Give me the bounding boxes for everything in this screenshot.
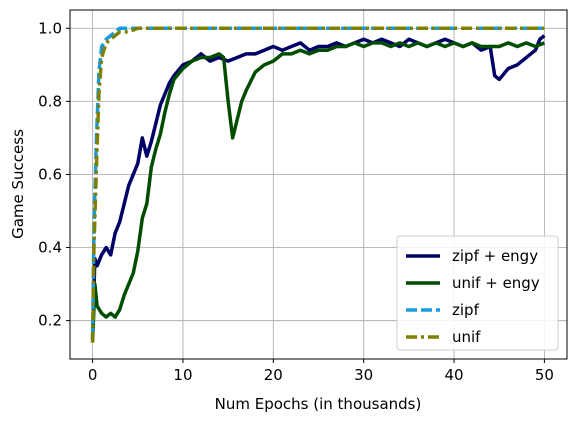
x-tick-label: 40 (444, 366, 463, 384)
plot-frame (69, 9, 568, 360)
legend-label-zipf-engy: zipf + engy (452, 247, 538, 265)
x-tick-label: 20 (264, 366, 283, 384)
x-tick-label: 50 (535, 366, 554, 384)
y-tick-label: 0.8 (38, 92, 62, 110)
legend-label-unif-engy: unif + engy (452, 274, 540, 292)
x-axis-label: Num Epochs (in thousands) (215, 395, 422, 413)
y-axis-label: Game Success (9, 129, 27, 239)
series-line-unif-engy (90, 41, 546, 343)
x-tick-label: 0 (88, 366, 98, 384)
x-tick-label: 30 (354, 366, 373, 384)
legend-box (396, 235, 559, 351)
series-lines (90, 26, 546, 343)
axis-ticks: 0 10 20 30 40 50 0.2 0.4 0.6 0.8 1.0 (38, 19, 554, 384)
x-tick-label: 10 (173, 366, 192, 384)
y-tick-label: 0.6 (38, 165, 62, 183)
y-tick-label: 0.4 (38, 239, 62, 257)
legend-label-unif: unif (452, 328, 481, 346)
legend: zipf + engy unif + engy zipf unif (396, 235, 559, 351)
y-tick-label: 0.2 (38, 312, 62, 330)
series-line-unif (90, 26, 545, 343)
y-tick-label: 1.0 (38, 19, 62, 37)
legend-label-zipf: zipf (452, 301, 480, 319)
series-line-zipf (90, 26, 545, 339)
